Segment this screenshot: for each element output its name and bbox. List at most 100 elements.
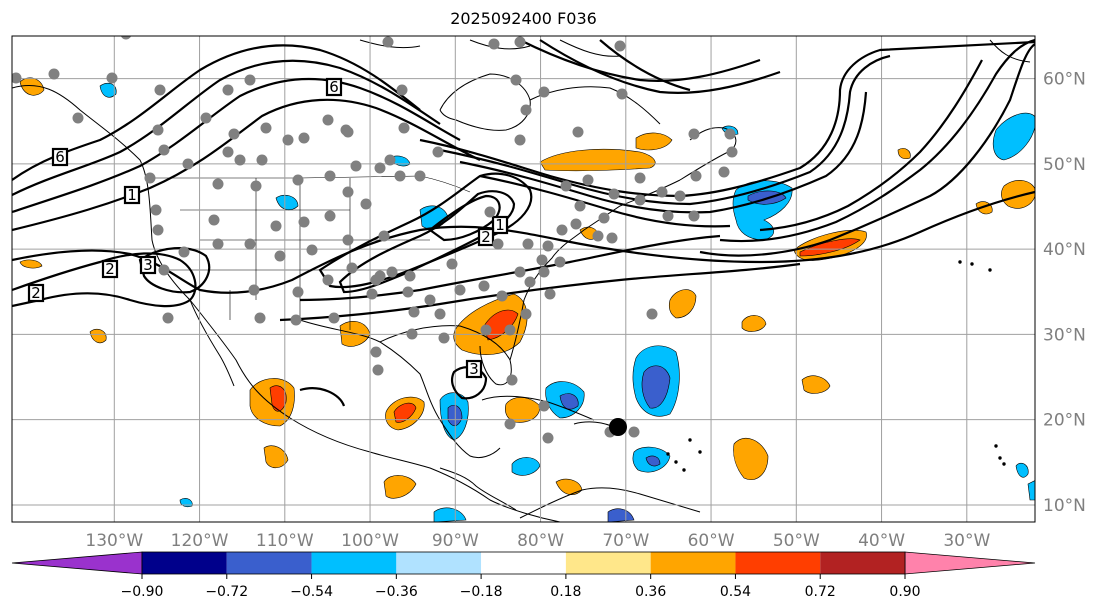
height-contour [428,194,501,242]
station-dot [402,286,414,298]
height-contour [318,172,533,289]
island-dot [682,468,686,472]
contour-label-bg [27,283,45,303]
map-title: 2025092400 F036 [450,9,597,28]
height-contour [719,38,1035,243]
station-dot [372,364,384,376]
station-dot [634,172,646,184]
anomaly-fill-region [99,82,117,98]
station-dot [234,154,246,166]
height-contour [12,77,461,214]
colorbar-swatch [311,552,397,574]
station-dot [404,270,416,282]
station-dot [360,198,372,210]
station-dot [290,314,302,326]
colorbar-tick-label: −0.90 [121,584,164,600]
station-dot [628,426,640,438]
longitude-label: 70°W [602,531,649,551]
anomaly-fill-region [483,309,519,341]
anomaly-fill-region [645,455,661,467]
contour-label-bg [123,185,141,205]
station-dot [72,112,84,124]
anomaly-fill-region [19,77,45,96]
station-dot [606,232,618,244]
station-dot [120,36,132,40]
contour-label-bg [491,215,509,235]
latitude-label: 50°N [1043,155,1086,175]
coastline [989,39,1031,63]
station-dot [106,72,118,84]
station-dot [484,206,496,218]
colorbar-swatch [142,552,227,574]
latitude-label: 30°N [1043,325,1086,345]
station-dot [150,204,162,216]
station-dot [570,218,582,230]
contour-label: 3 [143,256,153,274]
latitude-label: 40°N [1043,240,1086,260]
anomaly-fill-region [393,402,417,423]
station-dot [424,294,436,306]
station-dot [340,124,352,136]
station-dot [12,72,22,84]
station-dot [524,276,536,288]
station-dot [200,112,212,124]
station-dot [152,224,164,236]
station-dot [248,284,260,296]
longitude-label: 110°W [256,531,314,551]
station-dot [492,238,504,250]
station-dot [386,266,398,278]
station-dot [384,154,396,166]
height-contour [12,98,481,232]
station-dot [656,186,668,198]
station-dot [480,324,492,336]
station-dot [538,86,550,98]
station-dot [510,74,522,86]
station-dot [688,210,700,222]
station-dot [260,122,272,134]
station-dot [520,308,532,320]
anomaly-fill-region [539,148,656,172]
station-dot [178,246,190,258]
station-dot [396,84,408,96]
station-dot [250,180,262,192]
anomaly-fill-region [275,194,299,211]
height-contour [12,59,441,196]
colorbar-swatch [650,552,736,574]
station-dot [366,288,378,300]
station-dot [48,68,60,80]
station-dot [554,256,566,268]
station-dots-layer [12,36,738,444]
station-dot [598,212,610,224]
contour-label: 2 [31,284,41,302]
station-dot [454,284,466,296]
station-dot [662,210,674,222]
contour-label-bg [139,255,157,275]
island-dot [1002,462,1006,466]
anomaly-fill-region [263,445,289,469]
height-contour [338,190,516,294]
station-dot [270,220,282,232]
colorbar-tick-label: −0.54 [290,584,333,600]
station-dot [520,104,532,116]
height-contour [12,252,197,308]
height-contour [539,39,781,94]
station-dot [228,128,240,140]
station-dot [152,124,164,136]
coastline [12,84,561,522]
height-contour [299,387,346,407]
station-dot [718,166,730,178]
station-dot [646,308,658,320]
station-dot [378,230,390,242]
station-dot [292,174,304,186]
station-dot [144,172,156,184]
station-dot [674,190,686,202]
station-dot [536,254,548,266]
coastline [481,395,595,421]
longitude-label: 50°W [773,531,820,551]
anomaly-fill-region [559,393,579,410]
contour-label: 2 [105,260,115,278]
station-dot [514,134,526,146]
station-dot [394,170,406,182]
station-dot [244,238,256,250]
